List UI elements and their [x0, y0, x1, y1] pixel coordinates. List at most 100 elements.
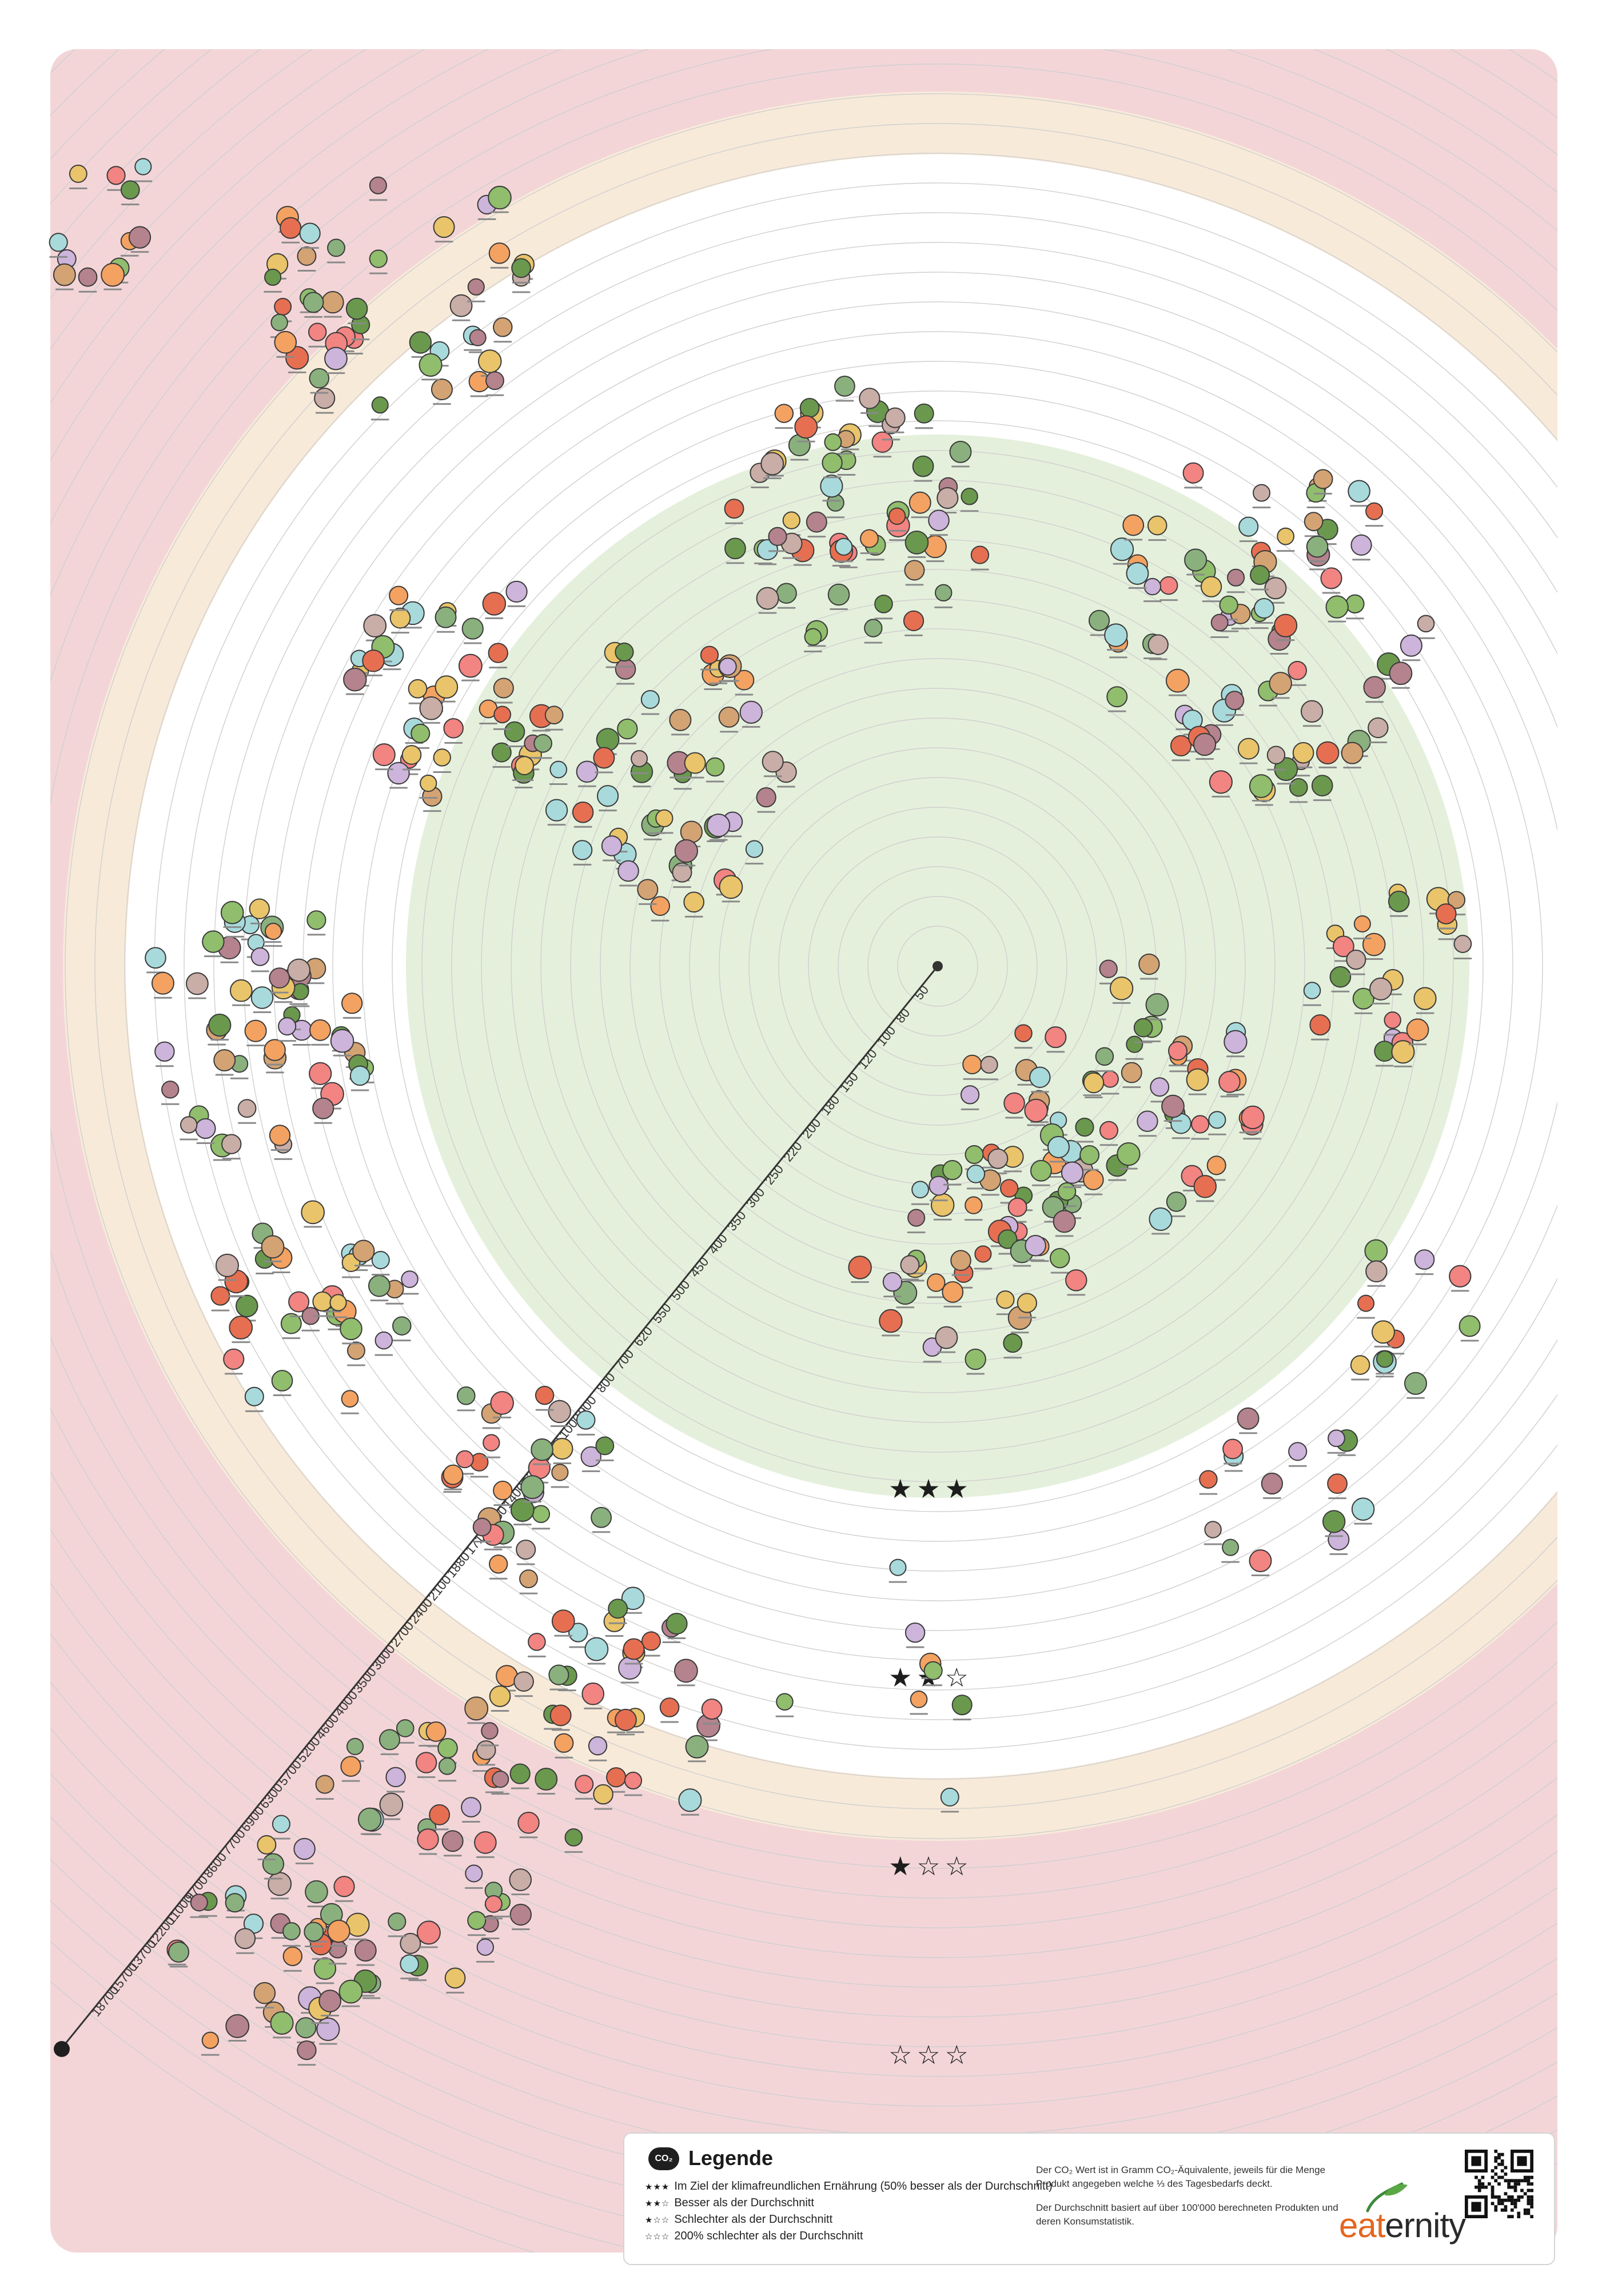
food-icon	[965, 1349, 985, 1369]
food-caption-line	[1343, 767, 1361, 768]
food-icon	[1314, 470, 1333, 489]
food-icon	[624, 1639, 644, 1659]
food-caption-line	[227, 1295, 245, 1297]
food-icon	[216, 1254, 238, 1277]
food-icon	[317, 2018, 339, 2040]
food-caption-line	[537, 1793, 555, 1795]
food-caption-line	[603, 860, 621, 862]
food-icon	[1150, 1078, 1169, 1096]
food-caption-line	[493, 341, 512, 342]
food-caption-line	[190, 1916, 208, 1918]
food-icon	[1253, 485, 1270, 501]
food-caption-line	[389, 787, 408, 788]
food-caption-line	[296, 1863, 314, 1864]
food-icon	[615, 643, 633, 661]
food-caption-line	[548, 824, 566, 826]
food-caption-line	[1376, 1376, 1394, 1377]
food-icon	[489, 643, 508, 662]
legend-stars: ★★☆	[645, 2198, 669, 2209]
food-caption-line	[226, 936, 244, 938]
food-caption-line	[477, 1764, 495, 1765]
food-caption-line	[552, 1729, 570, 1731]
food-icon	[483, 1434, 499, 1450]
food-icon	[889, 508, 905, 524]
food-caption-line	[883, 1296, 902, 1297]
food-caption-line	[517, 1564, 535, 1565]
food-icon	[473, 1518, 491, 1536]
food-caption-line	[703, 1723, 721, 1725]
food-caption-line	[1149, 659, 1167, 660]
food-icon	[211, 1287, 229, 1305]
food-icon	[226, 1894, 244, 1912]
food-icon	[342, 993, 362, 1013]
food-icon	[230, 980, 252, 1002]
food-caption-line	[210, 1039, 229, 1041]
food-caption-line	[476, 1961, 495, 1963]
food-icon	[222, 1134, 241, 1153]
food-icon	[860, 530, 878, 548]
food-caption-line	[1215, 724, 1233, 726]
food-caption-line	[595, 772, 613, 774]
food-icon	[486, 372, 504, 389]
food-caption-line	[1402, 659, 1420, 661]
food-icon	[1122, 1063, 1142, 1083]
food-caption-line	[943, 1306, 962, 1308]
food-caption-line	[609, 1623, 627, 1624]
food-icon	[494, 678, 513, 697]
food-caption-line	[889, 1581, 907, 1583]
food-icon	[997, 1291, 1014, 1308]
food-caption-line	[464, 643, 482, 644]
food-icon	[1414, 988, 1436, 1010]
food-icon	[910, 492, 931, 513]
food-icon	[551, 1705, 571, 1725]
food-icon	[465, 1697, 488, 1720]
food-caption-line	[953, 1719, 971, 1720]
food-caption-line	[492, 766, 511, 768]
food-caption-line	[528, 1656, 546, 1657]
food-caption-line	[1357, 1317, 1375, 1319]
food-caption-line	[313, 1316, 332, 1317]
food-caption-line	[616, 1733, 635, 1735]
food-caption-line	[837, 453, 855, 455]
food-caption-line	[758, 564, 776, 565]
food-caption-line	[1314, 493, 1332, 495]
food-caption-line	[485, 617, 503, 619]
food-caption-line	[1124, 539, 1142, 541]
food-icon	[1194, 1175, 1216, 1197]
food-caption-line	[493, 728, 512, 730]
food-icon	[1222, 1540, 1238, 1556]
food-caption-line	[121, 204, 140, 205]
food-caption-line	[830, 608, 848, 610]
food-icon	[313, 1098, 333, 1119]
food-caption-line	[1221, 1561, 1240, 1563]
food-caption-line	[276, 356, 294, 358]
food-caption-line	[388, 1935, 406, 1937]
food-icon	[1241, 1106, 1264, 1129]
food-icon	[1166, 669, 1189, 692]
food-caption-line	[1372, 1003, 1390, 1005]
food-caption-line	[1369, 742, 1387, 743]
food-caption-line	[545, 729, 563, 731]
food-caption-line	[371, 418, 389, 420]
food-caption-line	[1119, 1168, 1138, 1170]
food-caption-line	[582, 1470, 600, 1472]
food-caption-line	[256, 1273, 274, 1274]
food-caption-line	[1243, 1138, 1261, 1139]
food-caption-line	[1075, 1141, 1094, 1143]
food-caption-line	[1252, 1574, 1270, 1576]
food-icon	[1405, 1373, 1426, 1394]
food-icon	[107, 166, 125, 184]
food-caption-line	[725, 523, 743, 524]
food-icon	[340, 1980, 362, 2003]
qr-code[interactable]	[1465, 2150, 1533, 2218]
food-icon	[1330, 967, 1351, 987]
food-icon	[642, 1632, 660, 1650]
food-icon	[597, 786, 618, 806]
food-icon	[545, 706, 563, 724]
food-icon	[1004, 1093, 1025, 1114]
food-icon	[358, 1808, 381, 1831]
food-caption-line	[704, 688, 722, 690]
food-caption-line	[375, 768, 393, 770]
food-icon	[1238, 1408, 1259, 1429]
food-icon	[552, 1610, 575, 1632]
